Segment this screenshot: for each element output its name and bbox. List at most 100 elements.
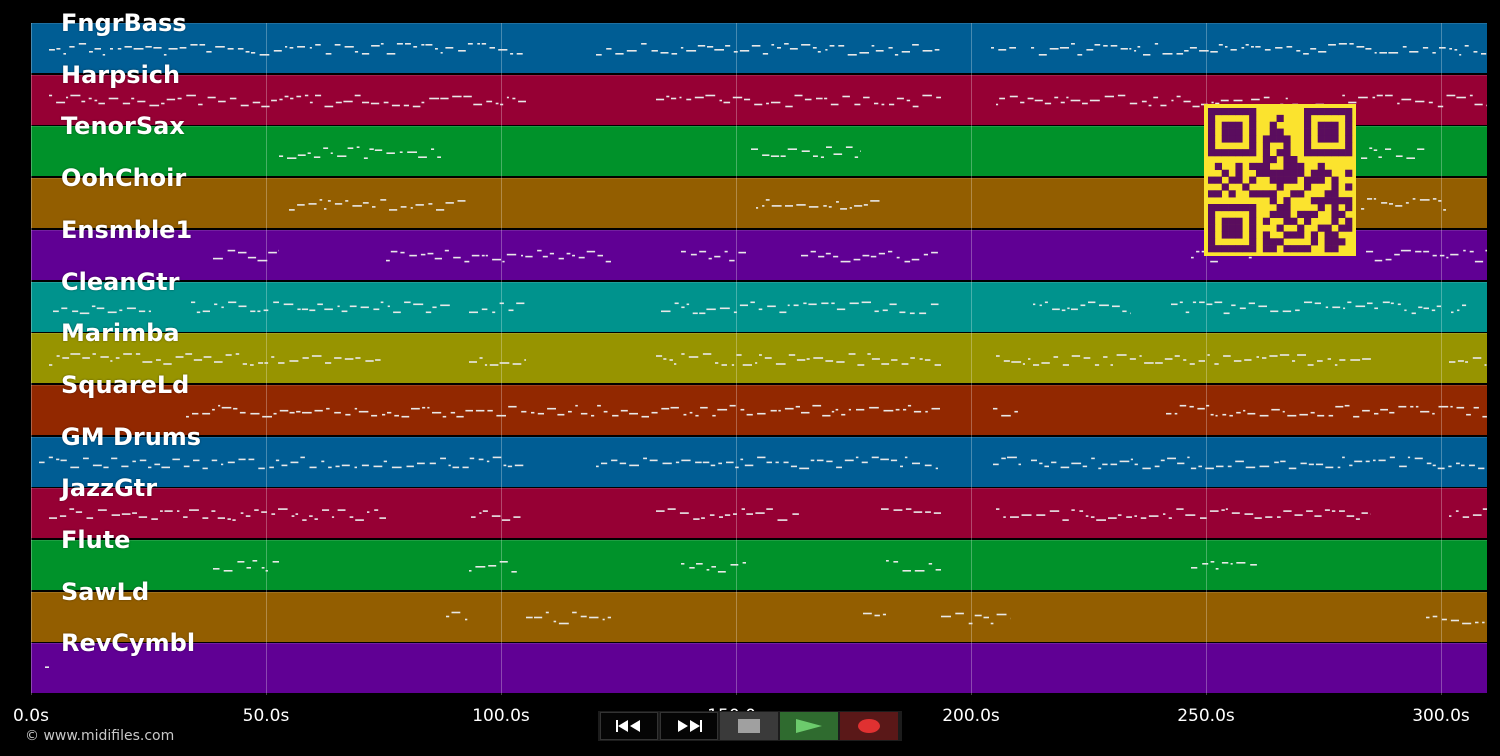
note-mark xyxy=(1325,466,1334,469)
note-mark xyxy=(309,466,317,469)
note-mark xyxy=(213,568,220,570)
note-mark xyxy=(537,249,542,252)
note-mark xyxy=(428,203,433,205)
note-mark xyxy=(1245,44,1249,46)
note-mark xyxy=(1166,412,1172,415)
note-mark xyxy=(372,206,376,208)
note-mark xyxy=(771,101,781,104)
note-mark xyxy=(45,666,49,668)
note-mark xyxy=(770,155,780,157)
note-mark xyxy=(707,46,714,48)
note-mark xyxy=(1397,303,1401,306)
note-mark xyxy=(149,104,160,107)
note-mark xyxy=(891,359,898,361)
note-mark xyxy=(714,255,721,258)
note-mark xyxy=(56,101,66,104)
note-mark xyxy=(262,415,272,418)
note-mark xyxy=(686,50,697,52)
note-mark xyxy=(566,252,571,255)
note-mark xyxy=(248,458,255,461)
note-mark xyxy=(996,613,1007,616)
note-mark xyxy=(198,103,203,106)
note-mark xyxy=(456,415,464,418)
note-mark xyxy=(1318,51,1327,53)
record-button[interactable] xyxy=(840,712,898,740)
note-mark xyxy=(1144,362,1154,364)
note-mark xyxy=(396,43,403,45)
note-mark xyxy=(221,306,224,309)
play-button[interactable] xyxy=(780,712,838,740)
note-mark xyxy=(996,508,1000,510)
note-mark xyxy=(792,513,799,515)
note-mark xyxy=(993,463,999,466)
track-lane[interactable]: CleanGtr xyxy=(31,269,1487,332)
note-mark xyxy=(94,48,101,50)
note-mark xyxy=(309,47,312,49)
rewind-icon xyxy=(616,720,640,732)
note-mark xyxy=(933,512,941,514)
note-mark xyxy=(686,98,692,101)
note-mark xyxy=(694,96,704,99)
note-mark xyxy=(273,412,277,415)
track-lane[interactable]: Marimba xyxy=(31,320,1487,384)
qr-code-icon[interactable] xyxy=(1204,104,1356,256)
note-mark xyxy=(671,97,677,100)
note-mark xyxy=(1244,513,1254,515)
note-mark xyxy=(889,103,895,106)
note-mark xyxy=(1001,457,1006,460)
fast-forward-button[interactable] xyxy=(660,712,718,740)
note-mark xyxy=(513,516,521,518)
track-lane[interactable]: GM Drums xyxy=(31,424,1487,487)
note-mark xyxy=(934,49,940,51)
note-mark xyxy=(126,307,136,310)
note-mark xyxy=(1462,622,1472,625)
note-mark xyxy=(906,99,911,102)
note-mark xyxy=(1262,357,1267,359)
note-mark xyxy=(153,47,162,49)
note-mark xyxy=(572,611,577,614)
track-lane[interactable]: SawLd xyxy=(31,579,1487,642)
track-lane[interactable]: SquareLd xyxy=(31,372,1487,435)
note-mark xyxy=(341,464,350,467)
note-mark xyxy=(751,148,758,150)
note-mark xyxy=(1187,456,1190,459)
note-mark xyxy=(1060,101,1065,104)
note-mark xyxy=(265,570,268,572)
note-mark xyxy=(1216,465,1224,468)
note-mark xyxy=(741,508,745,510)
stop-button[interactable] xyxy=(720,712,778,740)
track-lane[interactable]: RevCymbl xyxy=(31,630,1487,694)
note-mark xyxy=(183,465,190,468)
note-mark xyxy=(1110,364,1113,366)
note-mark xyxy=(1011,361,1022,363)
note-mark xyxy=(681,459,691,462)
track-lane[interactable]: FngrBass xyxy=(31,10,1487,73)
note-mark xyxy=(1198,465,1202,468)
note-mark xyxy=(1450,405,1453,408)
note-mark xyxy=(1402,46,1407,48)
note-mark xyxy=(853,258,861,261)
note-mark xyxy=(1090,516,1095,518)
note-mark xyxy=(1233,99,1243,102)
note-mark xyxy=(252,101,261,104)
track-lane[interactable]: Flute xyxy=(31,527,1487,590)
note-mark xyxy=(799,467,810,470)
note-mark xyxy=(1179,404,1187,407)
note-mark xyxy=(1044,102,1052,105)
note-mark xyxy=(356,146,360,148)
note-mark xyxy=(1190,467,1197,470)
note-mark xyxy=(446,615,450,618)
note-mark xyxy=(854,156,859,158)
note-mark xyxy=(746,413,753,416)
note-mark xyxy=(719,516,723,518)
note-mark xyxy=(1222,413,1227,416)
note-mark xyxy=(904,260,911,263)
note-mark xyxy=(380,199,387,201)
note-mark xyxy=(498,49,508,51)
note-mark xyxy=(142,361,153,363)
rewind-button[interactable] xyxy=(600,712,658,740)
note-mark xyxy=(211,510,216,512)
note-mark xyxy=(254,509,259,511)
note-mark xyxy=(521,254,523,257)
note-mark xyxy=(1183,359,1187,361)
